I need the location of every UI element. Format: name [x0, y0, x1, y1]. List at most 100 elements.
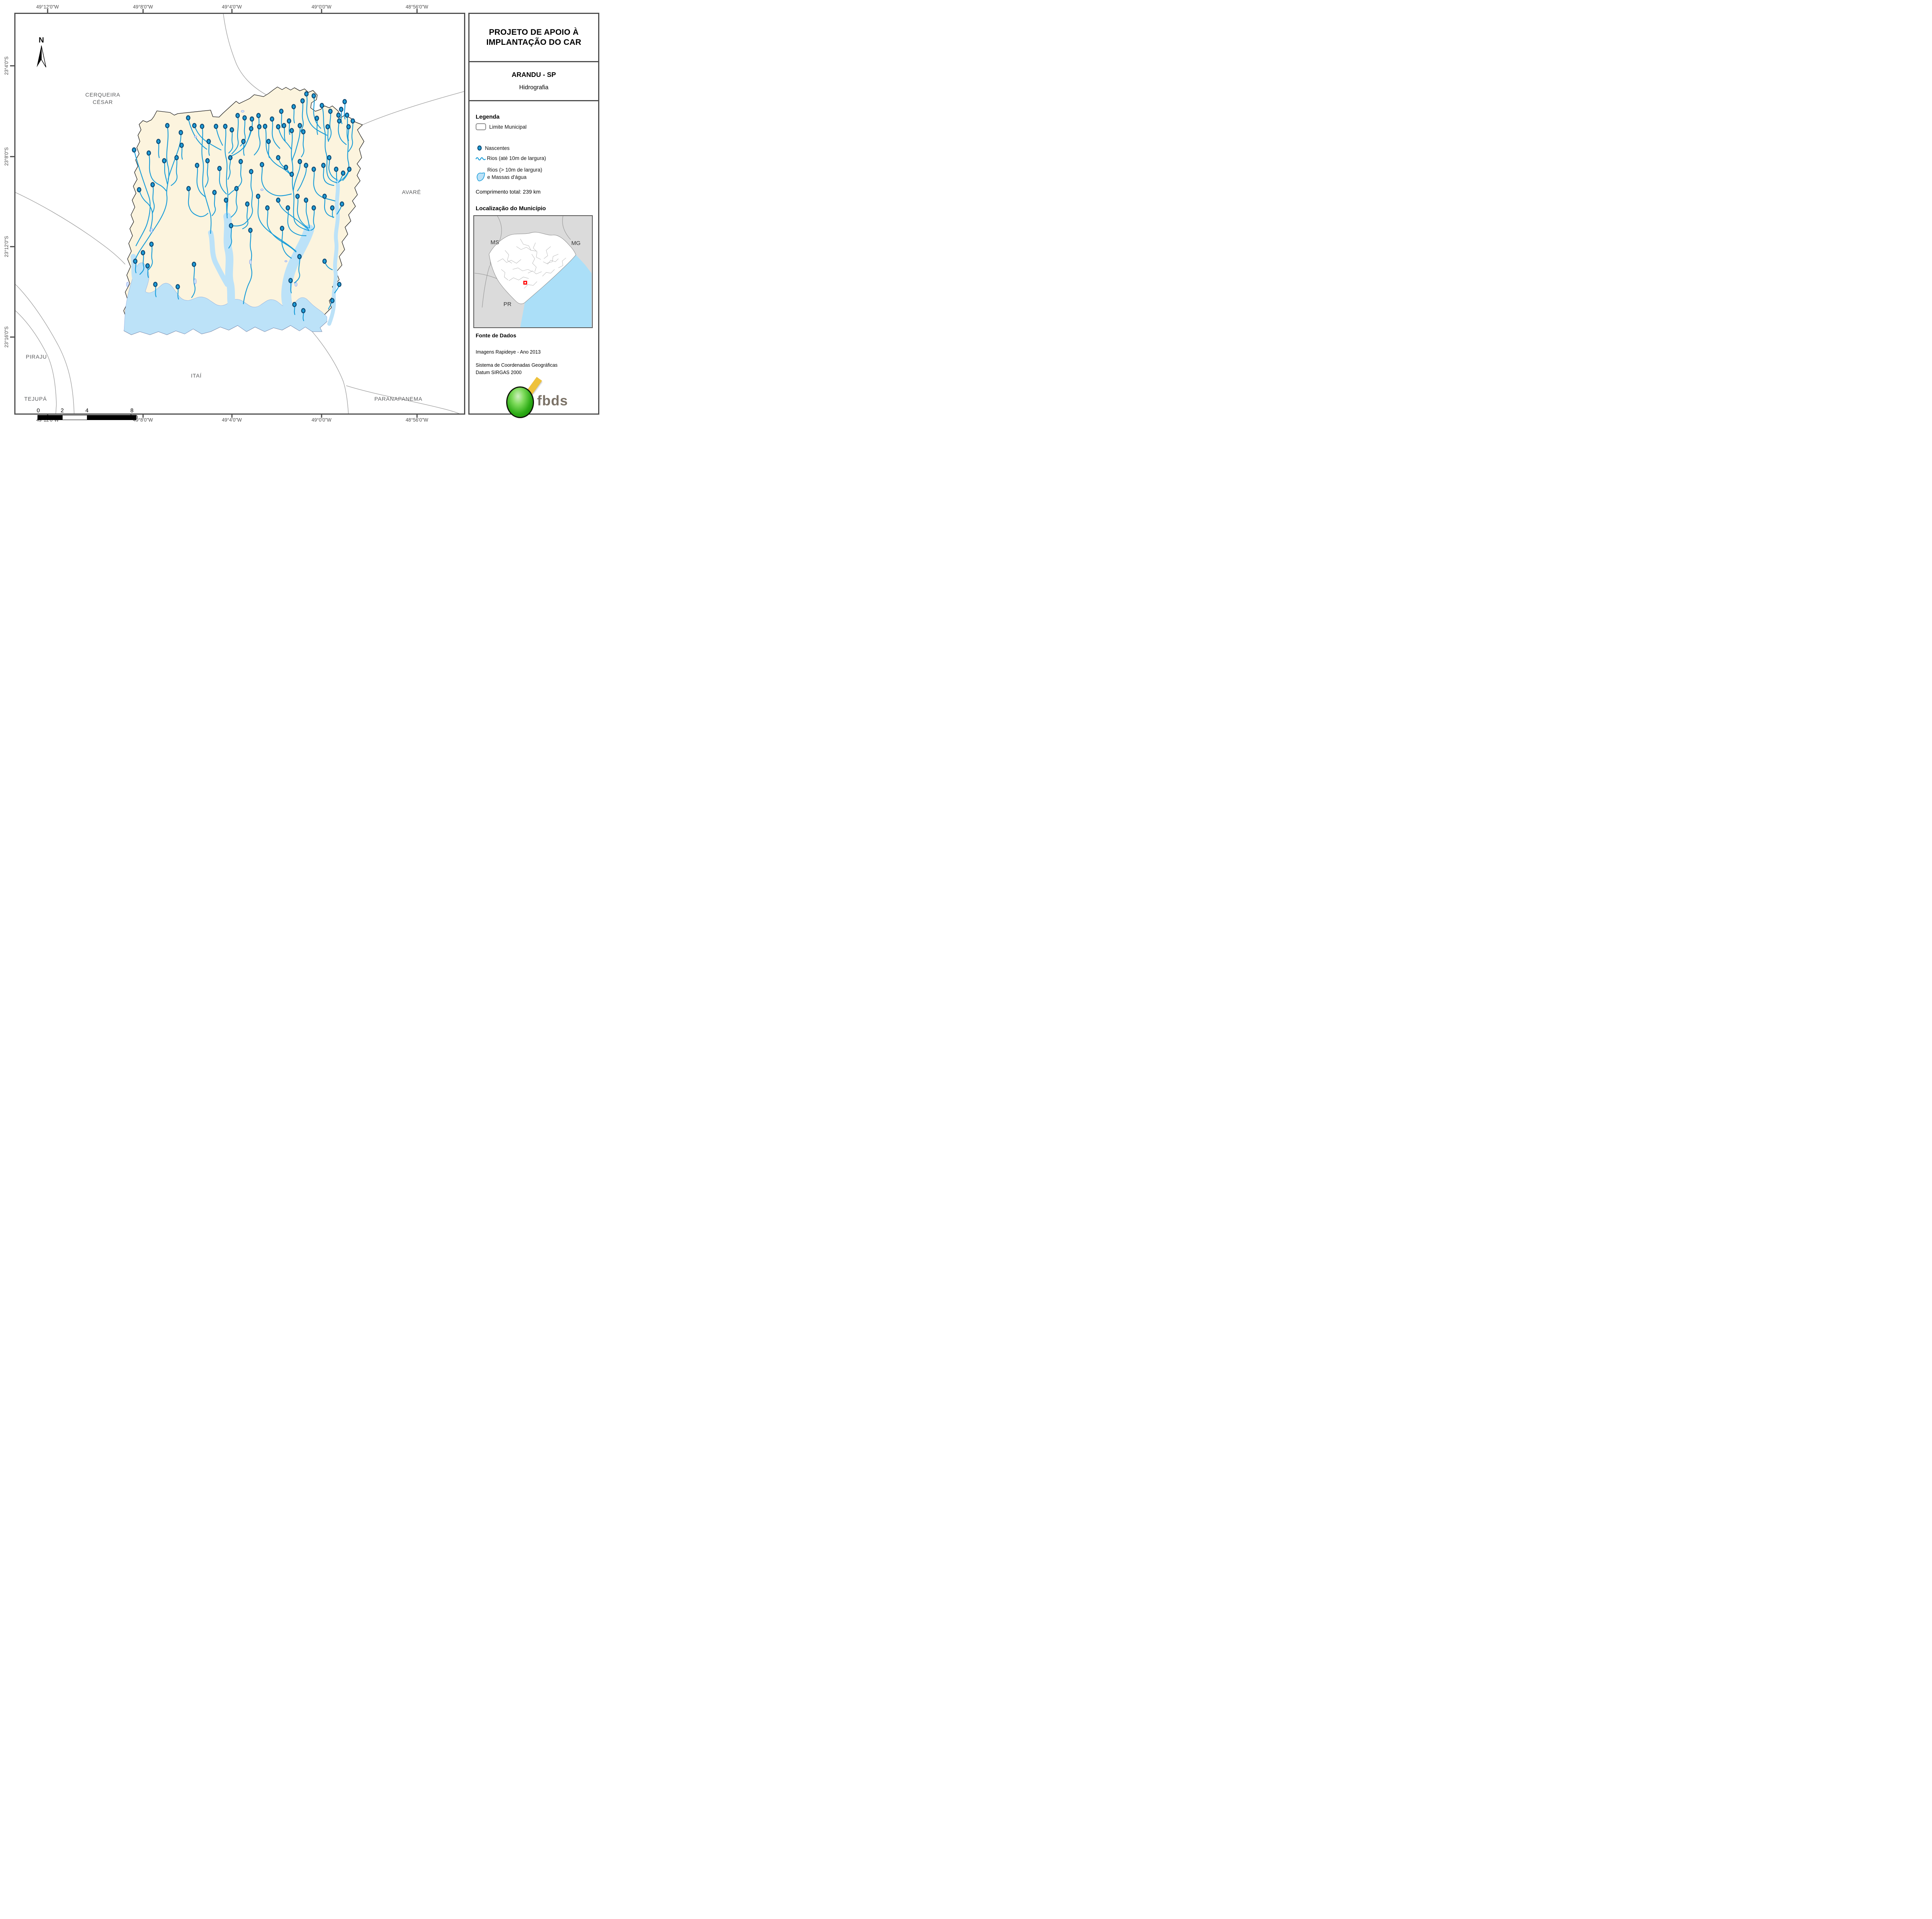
- legend-item-rios-large: Rios (> 10m de largura) e Massas d'água: [476, 166, 542, 185]
- spring-point: [350, 118, 355, 124]
- tick: [321, 9, 322, 13]
- legend-item-rios-small: Rios (até 10m de largura): [476, 155, 546, 161]
- spring-point: [234, 186, 239, 191]
- spring-point: [279, 109, 284, 114]
- neighbor-boundary: [312, 331, 349, 413]
- longitude-label-bottom: 49°0'0"W: [311, 417, 332, 423]
- longitude-label-top: 49°12'0"W: [36, 4, 59, 10]
- municipality-borders: [501, 269, 509, 280]
- municipality-borders: [547, 254, 559, 264]
- north-label: N: [39, 36, 44, 44]
- spring-point: [304, 163, 308, 168]
- neighbor-boundary: [223, 14, 267, 95]
- spring-point: [241, 139, 246, 144]
- spring-point: [298, 123, 302, 128]
- spring-point: [322, 194, 327, 199]
- location-inset-map: MS MG PR: [473, 215, 593, 328]
- latitude-label-left: 23°16'0"S: [4, 326, 9, 348]
- scale-bar-graphic: [37, 415, 136, 420]
- neighbor-boundary: [15, 310, 57, 413]
- small-water-body: [284, 260, 287, 262]
- spring-point: [347, 167, 352, 172]
- reservoir-arm: [223, 213, 236, 308]
- municipality-name: ARANDU - SP: [512, 71, 556, 78]
- municipality-borders: [558, 258, 566, 268]
- longitude-label-top: 49°8'0"W: [133, 4, 153, 10]
- longitude-label-top: 49°0'0"W: [311, 4, 332, 10]
- spring-point: [186, 186, 191, 191]
- map-theme: Hidrografia: [519, 84, 549, 91]
- river: [348, 120, 354, 152]
- spring-point: [186, 115, 190, 121]
- neighbor-boundary: [346, 385, 460, 413]
- spring-point: [292, 302, 297, 307]
- scale-4: 4: [85, 408, 89, 414]
- spring-point: [336, 112, 341, 118]
- river: [297, 196, 309, 229]
- spring-point: [214, 124, 218, 129]
- neighbor-municipality-label: CERQUEIRA: [85, 92, 120, 98]
- reservoir-arm: [281, 225, 314, 308]
- tick: [10, 65, 14, 66]
- river: [261, 164, 292, 196]
- spring-point: [301, 129, 306, 134]
- river: [196, 165, 206, 198]
- spring-point: [153, 282, 158, 287]
- spring-point: [249, 169, 253, 174]
- legend-heading: Legenda: [476, 114, 500, 120]
- map-sheet: { "title_panel": { "title_line1": "PROJE…: [0, 0, 603, 427]
- spring-point: [270, 116, 274, 122]
- spring-point: [289, 172, 294, 177]
- neighbor-boundary: [362, 91, 464, 125]
- sao-paulo-state: [489, 232, 577, 304]
- spring-point: [217, 166, 222, 171]
- river: [231, 115, 239, 155]
- longitude-label-bottom: 49°4'0"W: [222, 417, 242, 423]
- spring-point: [304, 197, 308, 203]
- spring-point: [137, 187, 141, 192]
- tick: [142, 413, 144, 418]
- spring-point: [150, 182, 155, 187]
- latitude-label-left: 23°4'0"S: [4, 56, 9, 75]
- spring-point: [289, 128, 294, 133]
- tick: [10, 156, 14, 157]
- river: [138, 189, 153, 232]
- river: [277, 126, 292, 150]
- river: [227, 157, 231, 180]
- spring-point: [345, 112, 349, 118]
- spring-point: [212, 190, 217, 195]
- river: [293, 161, 301, 192]
- river: [187, 117, 207, 150]
- state-label: MS: [491, 240, 499, 246]
- spring-dot-icon: [477, 145, 482, 151]
- spring-point: [205, 158, 210, 163]
- spring-point: [242, 115, 247, 121]
- municipality-borders: [528, 270, 542, 274]
- neighbor-municipality-label: CÉSAR: [93, 99, 113, 105]
- river: [194, 125, 222, 151]
- spring-point: [228, 155, 233, 160]
- small-water-body: [194, 278, 197, 284]
- spring-point: [276, 197, 281, 203]
- legend-item-nascentes: Nascentes: [476, 145, 510, 151]
- river: [242, 203, 248, 230]
- small-water-body: [241, 110, 245, 112]
- river: [201, 126, 212, 234]
- spring-point: [311, 205, 316, 211]
- river: [257, 196, 297, 252]
- river: [243, 230, 252, 305]
- spring-point: [298, 159, 302, 164]
- river: [313, 168, 336, 202]
- source-line-1: Imagens Rapideye - Ano 2013: [476, 349, 541, 355]
- river: [133, 149, 151, 247]
- spring-point: [238, 159, 243, 164]
- spring-point: [339, 107, 344, 112]
- municipality-borders: [544, 246, 551, 259]
- spring-point: [330, 298, 335, 303]
- river: [277, 199, 310, 231]
- municipality-borders: [505, 250, 512, 264]
- spring-point: [248, 228, 253, 233]
- scale-0: 0: [36, 408, 40, 414]
- tick: [321, 413, 322, 418]
- neighbor-municipality-label: TEJUPÁ: [24, 396, 47, 402]
